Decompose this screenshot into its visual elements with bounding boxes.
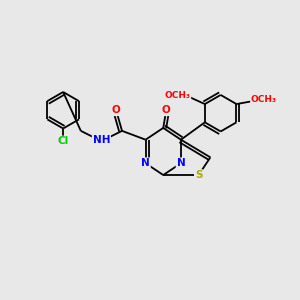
Text: N: N xyxy=(176,158,185,168)
Text: OCH₃: OCH₃ xyxy=(251,95,277,104)
Text: Cl: Cl xyxy=(58,136,69,146)
Text: S: S xyxy=(195,170,202,180)
Text: N: N xyxy=(141,158,150,168)
Text: NH: NH xyxy=(93,135,110,145)
Text: OCH₃: OCH₃ xyxy=(164,91,190,100)
Text: O: O xyxy=(162,105,171,115)
Text: O: O xyxy=(112,105,121,115)
